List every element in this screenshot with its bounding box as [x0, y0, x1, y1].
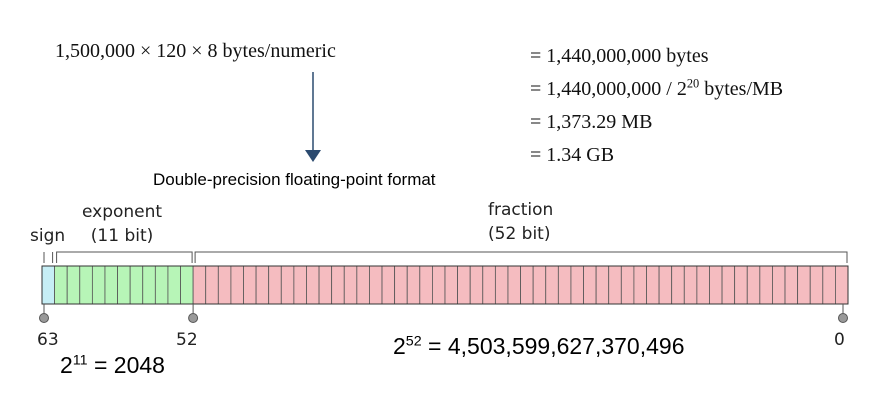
exponent-bit-cell: [79, 265, 93, 305]
exponent-bit-cell: [104, 265, 118, 305]
fraction-bit-cell: [343, 265, 358, 305]
fraction-bit-cell: [683, 265, 698, 305]
marker-63-dot: [39, 313, 49, 323]
fraction-bit-cell: [809, 265, 824, 305]
fraction-bit-cell: [772, 265, 786, 305]
fraction-bit-cell: [608, 265, 622, 305]
sign-bit-cell: [41, 265, 55, 305]
exponent-bracket: [56, 251, 193, 263]
memory-formula: 1,500,000 × 120 × 8 bytes/numeric: [55, 40, 336, 62]
fraction-combinations: 252 = 4,503,599,627,370,496: [393, 333, 685, 359]
exponent-combinations: 211 = 2048: [60, 352, 165, 378]
fraction-bit-cell: [268, 265, 282, 305]
memory-results: = 1,440,000,000 bytes = 1,440,000,000 / …: [530, 40, 783, 172]
exponent-bit-cell: [66, 265, 81, 305]
fraction-bit-cell: [759, 265, 773, 305]
tick-label-52: 52: [176, 330, 198, 350]
fraction-bit-cell: [721, 265, 736, 305]
fraction-bit-cell: [633, 265, 647, 305]
format-title: Double-precision floating-point format: [153, 170, 436, 189]
fraction-bit-cell: [658, 265, 673, 305]
exponent-bit-cell: [91, 265, 106, 305]
fraction-bit-cell: [646, 265, 660, 305]
tick-label-0: 0: [834, 330, 845, 350]
fraction-bit-cell: [192, 265, 207, 305]
fraction-bit-cell: [709, 265, 723, 305]
fraction-bit-cell: [746, 265, 761, 305]
fraction-bit-cell: [784, 265, 799, 305]
marker-0-dot: [838, 313, 848, 323]
fraction-bit-cell: [557, 265, 572, 305]
fraction-bit-cell: [482, 265, 496, 305]
fraction-bit-cell: [595, 265, 610, 305]
fraction-bit-cell: [696, 265, 710, 305]
fraction-bit-cell: [419, 265, 433, 305]
exponent-bit-cell: [167, 265, 181, 305]
fraction-bit-cell: [205, 265, 219, 305]
exponent-bit-cell: [117, 265, 131, 305]
result-bytes: = 1,440,000,000 bytes: [530, 45, 709, 67]
bit-position-markers: [39, 304, 848, 323]
field-brackets: [43, 251, 848, 263]
result-mb-conversion: = 1,440,000,000 / 220 bytes/MB: [530, 76, 784, 100]
fraction-bit-cell: [369, 265, 383, 305]
result-gb: = 1.34 GB: [530, 144, 615, 166]
fraction-label: fraction (52 bit): [488, 200, 554, 244]
tick-label-63: 63: [37, 330, 59, 350]
fraction-bit-cell: [381, 265, 396, 305]
fraction-bracket: [194, 251, 848, 263]
fraction-bit-cell: [532, 265, 547, 305]
fraction-bit-cell: [520, 265, 534, 305]
exponent-bit-cell: [129, 265, 144, 305]
fraction-bit-cell: [822, 265, 836, 305]
exponent-bit-cell: [142, 265, 156, 305]
fraction-bit-cell: [280, 265, 295, 305]
fraction-bit-cell: [306, 265, 320, 305]
fraction-bit-cell: [230, 265, 244, 305]
marker-52-dot: [188, 313, 199, 323]
fraction-bit-cell: [356, 265, 370, 305]
fraction-bit-cell: [507, 265, 521, 305]
fraction-bit-cell: [570, 265, 584, 305]
bit-frame: [41, 265, 849, 305]
fraction-bit-cell: [406, 265, 421, 305]
fraction-bit-cell: [432, 265, 446, 305]
fraction-bit-cell: [255, 265, 270, 305]
fraction-bit-cell: [545, 265, 559, 305]
fraction-bit-cell: [444, 265, 458, 305]
fraction-bit-cell: [797, 265, 811, 305]
fraction-bit-cell: [394, 265, 408, 305]
fraction-bit-cell: [217, 265, 232, 305]
fraction-bit-cell: [469, 265, 484, 305]
fraction-bit-cell: [243, 265, 257, 305]
exponent-bit-cell: [180, 265, 194, 305]
fraction-bit-cell: [734, 265, 748, 305]
result-mb: = 1,373.29 MB: [530, 111, 653, 133]
fraction-bit-cell: [835, 265, 849, 305]
exponent-label: exponent (11 bit): [82, 202, 163, 246]
fraction-bit-cell: [494, 265, 509, 305]
bit-cells: [41, 265, 849, 305]
fraction-bit-cell: [671, 265, 685, 305]
sign-label: sign: [30, 226, 66, 246]
fraction-bit-cell: [293, 265, 307, 305]
fraction-bit-cell: [583, 265, 597, 305]
exponent-bit-cell: [154, 265, 169, 305]
arrow-down-icon: [305, 150, 321, 162]
fraction-bit-cell: [331, 265, 345, 305]
exponent-bit-cell: [54, 265, 68, 305]
fraction-bit-cell: [620, 265, 635, 305]
fraction-bit-cell: [318, 265, 333, 305]
fraction-bit-cell: [457, 265, 471, 305]
